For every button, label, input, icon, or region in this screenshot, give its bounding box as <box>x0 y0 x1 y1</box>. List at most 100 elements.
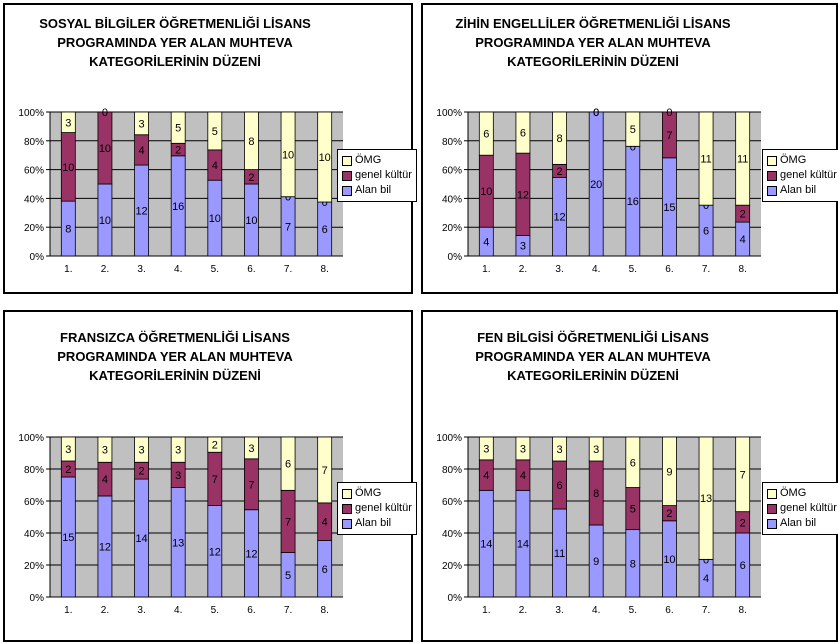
data-label: 5 <box>630 124 636 136</box>
data-label: 0 <box>630 141 636 153</box>
bar-segment <box>588 111 604 257</box>
x-tick-label: 5. <box>629 605 637 616</box>
x-tick-label: 6. <box>247 264 255 275</box>
data-label: 4 <box>740 234 746 246</box>
data-label: 6 <box>483 129 489 141</box>
plot-area <box>50 437 343 597</box>
legend-label: genel kültür <box>355 502 412 514</box>
data-label: 11 <box>554 548 565 560</box>
data-label: 2 <box>740 517 746 529</box>
plot-area <box>468 112 761 256</box>
data-label: 5 <box>285 570 291 582</box>
data-label: 8 <box>65 224 71 236</box>
legend-item: ÖMG <box>767 486 837 501</box>
data-label: 10 <box>282 149 294 161</box>
data-label: 6 <box>285 459 291 471</box>
data-label: 6 <box>322 564 328 576</box>
x-tick-label: 3. <box>555 605 563 616</box>
data-label: 3 <box>65 117 71 129</box>
legend-swatch <box>342 155 352 166</box>
bar-segment <box>97 436 113 463</box>
data-label: 15 <box>663 202 675 214</box>
legend-label: genel kültür <box>355 169 412 181</box>
data-label: 0 <box>593 107 599 119</box>
legend-item: ÖMG <box>342 153 412 168</box>
bar-segment <box>662 436 677 506</box>
bar-segment <box>478 111 494 156</box>
x-tick-label: 2. <box>101 264 109 275</box>
bar-segment <box>735 111 751 206</box>
data-label: 13 <box>700 493 712 505</box>
legend-item: genel kültür <box>342 501 412 516</box>
chart-legend: ÖMG genel kültür Alan bil <box>337 149 417 202</box>
y-tick-label: 100% <box>18 433 44 444</box>
y-tick-label: 80% <box>24 465 44 476</box>
legend-item: ÖMG <box>342 486 412 501</box>
legend-swatch <box>342 185 352 196</box>
x-tick-label: 5. <box>629 264 637 275</box>
y-tick-label: 100% <box>436 433 462 444</box>
x-tick-label: 7. <box>702 264 710 275</box>
legend-swatch <box>767 518 777 529</box>
bar-segment <box>134 111 149 136</box>
bar-segment <box>60 111 76 133</box>
data-label: 3 <box>175 470 181 482</box>
y-tick-label: 20% <box>442 223 462 234</box>
data-label: 2 <box>139 466 145 478</box>
y-tick-label: 80% <box>442 465 462 476</box>
legend-label: Alan bil <box>355 184 392 196</box>
legend-swatch <box>342 518 352 529</box>
chart-legend: ÖMG genel kültür Alan bil <box>762 482 838 535</box>
data-label: 3 <box>520 241 526 253</box>
data-label: 13 <box>172 537 184 549</box>
chart-panel-fen-bilgisi: FEN BİLGİSİ ÖĞRETMENLİĞİ LİSANS PROGRAMI… <box>421 310 838 642</box>
legend-label: Alan bil <box>780 184 817 196</box>
data-label: 3 <box>520 443 526 455</box>
stacked-bar-chart: 0% 20% 40% 60% 80% 100% 14 4 3 1. 14 4 3 2. 11 6 3 3. 9 8 3 4… <box>436 433 761 616</box>
bar-segment <box>244 111 259 170</box>
stacked-bar-chart: 0% 20% 40% 60% 80% 100% 15 2 3 1. 12 4 3 2. 14 2 3 3. 13 3 3… <box>18 433 343 616</box>
x-tick-label: 8. <box>739 264 747 275</box>
data-label: 14 <box>480 539 492 551</box>
y-tick-label: 20% <box>442 561 462 572</box>
data-label: 6 <box>630 457 636 469</box>
x-tick-label: 3. <box>555 264 563 275</box>
data-label: 6 <box>557 480 563 492</box>
bar-segment <box>134 436 149 463</box>
legend-swatch <box>342 488 352 499</box>
data-label: 16 <box>627 196 639 208</box>
data-label: 10 <box>319 152 331 164</box>
data-label: 3 <box>248 443 254 455</box>
legend-item: Alan bil <box>767 183 837 198</box>
x-tick-label: 7. <box>702 605 710 616</box>
legend-item: Alan bil <box>767 516 837 531</box>
data-label: 11 <box>700 154 711 166</box>
data-label: 7 <box>285 516 291 528</box>
x-tick-label: 6. <box>665 264 673 275</box>
data-label: 4 <box>520 470 526 482</box>
x-tick-label: 6. <box>665 605 673 616</box>
y-tick-label: 80% <box>24 137 44 148</box>
x-tick-label: 4. <box>592 264 600 275</box>
bar-segment <box>317 111 333 203</box>
data-label: 10 <box>99 215 111 227</box>
legend-label: Alan bil <box>355 517 392 529</box>
bar-segment <box>207 111 223 151</box>
bar-segment <box>97 111 113 185</box>
y-tick-label: 60% <box>24 497 44 508</box>
data-label: 8 <box>630 558 636 570</box>
x-tick-label: 8. <box>321 605 329 616</box>
data-label: 0 <box>666 107 672 119</box>
y-tick-label: 0% <box>30 252 45 263</box>
bar-segment <box>317 436 333 504</box>
data-label: 4 <box>483 470 489 482</box>
data-label: 7 <box>322 465 328 477</box>
data-label: 2 <box>248 172 254 184</box>
bar-segment <box>698 436 714 560</box>
stacked-bar-chart: 0% 20% 40% 60% 80% 100% 8 10 3 1. 10 10 0 2. 12 4 3 3. 16 2… <box>18 107 343 275</box>
data-label: 4 <box>703 573 709 585</box>
y-tick-label: 40% <box>442 194 462 205</box>
data-label: 5 <box>212 126 218 138</box>
bar-segment <box>552 111 567 165</box>
data-label: 6 <box>740 560 746 572</box>
